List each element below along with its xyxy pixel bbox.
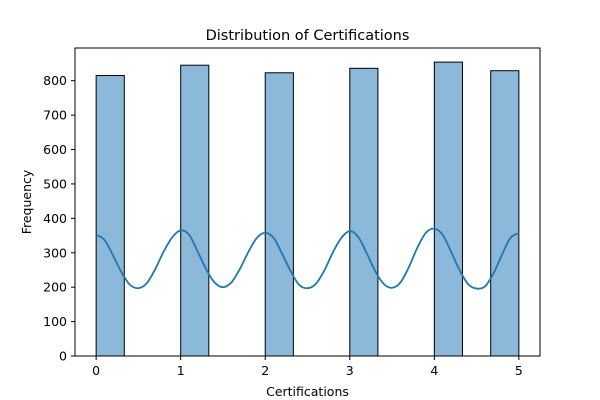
x-tick-label: 3 [346,363,354,378]
y-tick-label: 200 [43,280,67,295]
y-tick-label: 400 [43,211,67,226]
y-tick-label: 800 [43,73,67,88]
histogram-bar-4 [433,61,463,357]
y-axis-ticks: 0 100 200 300 400 500 600 700 800 [43,73,75,364]
x-axis-label: Certifications [266,384,349,399]
y-tick-label: 0 [59,349,67,364]
y-tick-label: 300 [43,245,67,260]
plot-frame [74,47,541,357]
histogram-bar-2 [264,72,294,357]
x-tick-label: 4 [430,363,438,378]
y-tick-label: 100 [43,314,67,329]
x-tick-label: 1 [177,363,185,378]
y-tick-label: 600 [43,142,67,157]
histogram-bars [95,61,520,357]
x-axis-ticks: 0 1 2 3 4 5 [92,356,523,378]
histogram-bar-3 [349,67,379,357]
x-tick-label: 5 [515,363,523,378]
y-tick-label: 500 [43,176,67,191]
y-tick-label: 700 [43,108,67,123]
histogram-bar-0 [95,75,125,357]
histogram-bar-5 [490,70,520,357]
kde-curve [95,227,520,290]
x-tick-label: 2 [261,363,269,378]
y-axis-label: Frequency [19,169,34,234]
chart-title: Distribution of Certifications [206,28,410,44]
x-tick-label: 0 [92,363,100,378]
histogram-bar-1 [180,64,210,357]
